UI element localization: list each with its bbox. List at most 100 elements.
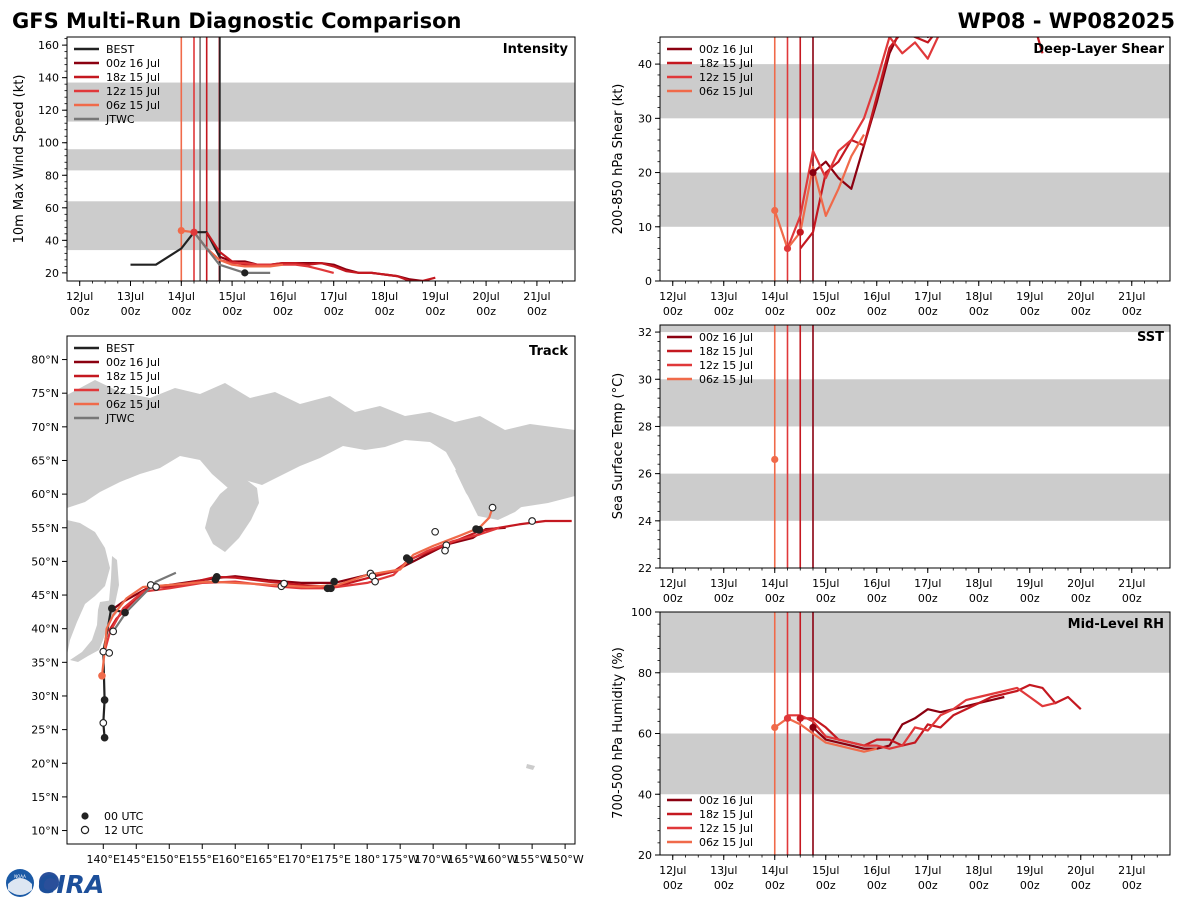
track-ytick-label-7: 45°N (31, 589, 59, 602)
shear-xtick-date-9: 21Jul (1118, 290, 1145, 303)
intensity-xtick-hour-6: 00z (375, 305, 395, 318)
rh-ytick-label-40: 40 (638, 788, 652, 801)
land-islands (526, 764, 535, 770)
track-point-12utc-23 (371, 577, 379, 586)
land-sakhalin (109, 556, 119, 604)
intensity-xtick-hour-8: 00z (476, 305, 496, 318)
rh-xtick-date-0: 12Jul (659, 864, 686, 877)
globe-icon (39, 872, 59, 892)
sst-ytick-label-32: 32 (638, 326, 652, 339)
intensity-xtick-date-4: 16Jul (269, 290, 296, 303)
sst-xtick-date-0: 12Jul (659, 577, 686, 590)
legend-12utc-label: 12 UTC (104, 824, 144, 837)
shear-ytick-label-20: 20 (638, 167, 652, 180)
rh-legend-label-00z-16-jul: 00z 16 Jul (699, 794, 753, 807)
landmass (67, 380, 575, 770)
intensity-xtick-date-6: 18Jul (371, 290, 398, 303)
shear-series-18z-15-jul (799, 37, 1044, 250)
track-point-12utc-28 (528, 517, 536, 525)
rh-band-1 (660, 612, 1170, 673)
intensity-legend-label-best: BEST (106, 43, 134, 56)
legend-00utc-marker (81, 812, 89, 820)
rh-xtick-date-1: 13Jul (710, 864, 737, 877)
shear-legend-label-18z-15-jul: 18z 15 Jul (699, 57, 753, 70)
rh-legend-label-06z-15-jul: 06z 15 Jul (699, 836, 753, 849)
rh-point-3 (809, 723, 817, 732)
track-layer: 140°E 145°E 150°E 155°E 160°E 165°E 170°E 175°E… (31, 354, 584, 866)
rh-xtick-hour-5: 00z (918, 879, 938, 892)
track-legend-label-00z-16-jul: 00z 16 Jul (106, 356, 160, 369)
sst-xtick-date-5: 17Jul (914, 577, 941, 590)
sst-legend-label-18z-15-jul: 18z 15 Jul (699, 345, 753, 358)
intensity-ytick-label-100: 100 (38, 137, 59, 150)
intensity-ytick-label-160: 160 (38, 39, 59, 52)
shear-xtick-date-1: 13Jul (710, 290, 737, 303)
land-alaska (455, 470, 575, 512)
intensity-xtick-date-7: 19Jul (422, 290, 449, 303)
intensity-legend-label-12z-15-jul: 12z 15 Jul (106, 85, 160, 98)
legend-00utc-label: 00 UTC (104, 810, 144, 823)
intensity-ytick-label-80: 80 (45, 169, 59, 182)
shear-ytick-label-10: 10 (638, 221, 652, 234)
intensity-frame (66, 36, 576, 282)
sst-ylabel: Sea Surface Temp (°C) (611, 373, 626, 520)
rh-point-0 (771, 723, 779, 732)
sst-xtick-date-3: 15Jul (812, 577, 839, 590)
track-point-12utc-26 (441, 546, 449, 555)
shear-xtick-hour-6: 00z (969, 305, 989, 318)
intensity-xtick-hour-1: 00z (121, 305, 141, 318)
intensity-xtick-date-0: 12Jul (66, 290, 93, 303)
intensity-point-1 (190, 228, 198, 236)
track-ytick-label-1: 15°N (31, 791, 59, 804)
shear-xtick-hour-8: 00z (1071, 305, 1091, 318)
track-xtick-label-1: 145°E (120, 853, 153, 866)
track-panel: 140°E 145°E 150°E 155°E 160°E 165°E 170°E 175°E… (31, 335, 584, 866)
shear-xtick-date-2: 14Jul (761, 290, 788, 303)
cira-logo-text: CIRA (38, 870, 104, 899)
rh-series-12z-15-jul (787, 686, 1056, 750)
intensity-legend-label-06z-15-jul: 06z 15 Jul (106, 99, 160, 112)
intensity-band-1 (67, 149, 575, 171)
track-xtick-label-9: 175°W (381, 853, 418, 866)
track-start-point-0 (98, 671, 106, 680)
track-xtick-label-0: 140°E (87, 853, 120, 866)
sst-band-1 (660, 379, 1170, 427)
track-ytick-label-4: 30°N (31, 690, 59, 703)
track-xtick-label-11: 165°W (447, 853, 484, 866)
track-ytick-label-13: 75°N (31, 387, 59, 400)
track-ytick-label-9: 55°N (31, 522, 59, 535)
shear-xtick-hour-2: 00z (765, 305, 785, 318)
rh-ylabel: 700-500 hPa Humidity (%) (611, 647, 626, 819)
rh-xtick-date-3: 15Jul (812, 864, 839, 877)
rh-xtick-hour-6: 00z (969, 879, 989, 892)
shear-legend-label-12z-15-jul: 12z 15 Jul (699, 71, 753, 84)
intensity-xtick-date-5: 17Jul (320, 290, 347, 303)
noaa-wave-icon (8, 878, 32, 895)
shear-frame (659, 36, 1171, 282)
sst-xtick-hour-9: 00z (1122, 592, 1142, 605)
rh-ytick-label-60: 60 (638, 728, 652, 741)
shear-xtick-date-4: 16Jul (863, 290, 890, 303)
track-xtick-label-4: 160°E (219, 853, 252, 866)
rh-xtick-date-8: 20Jul (1067, 864, 1094, 877)
intensity-band-0 (67, 201, 575, 251)
rh-xtick-date-2: 14Jul (761, 864, 788, 877)
sst-ytick-label-26: 26 (638, 468, 652, 481)
sst-legend-label-12z-15-jul: 12z 15 Jul (699, 359, 753, 372)
rh-panel: 20 40 60 80 100 12Jul 00z 13Jul 00z 14Jul 00z 15Jul… (611, 606, 1171, 892)
sst-xtick-hour-0: 00z (663, 592, 683, 605)
track-xtick-label-3: 155°E (186, 853, 219, 866)
sst-panel: 22 24 26 28 30 32 12Jul 00z 13Jul 00z 14Jul 00z 15Ju… (611, 324, 1171, 605)
track-ytick-label-3: 25°N (31, 724, 59, 737)
track-xtick-label-8: 180° (354, 853, 381, 866)
sst-point-0 (771, 455, 779, 464)
sst-frame (659, 324, 1171, 569)
track-point-00utc-8 (330, 577, 339, 586)
track-xtick-label-12: 160°W (480, 853, 517, 866)
intensity-series-18z-15-jul (205, 231, 436, 281)
rh-xtick-hour-1: 00z (714, 879, 734, 892)
rh-xtick-hour-0: 00z (663, 879, 683, 892)
